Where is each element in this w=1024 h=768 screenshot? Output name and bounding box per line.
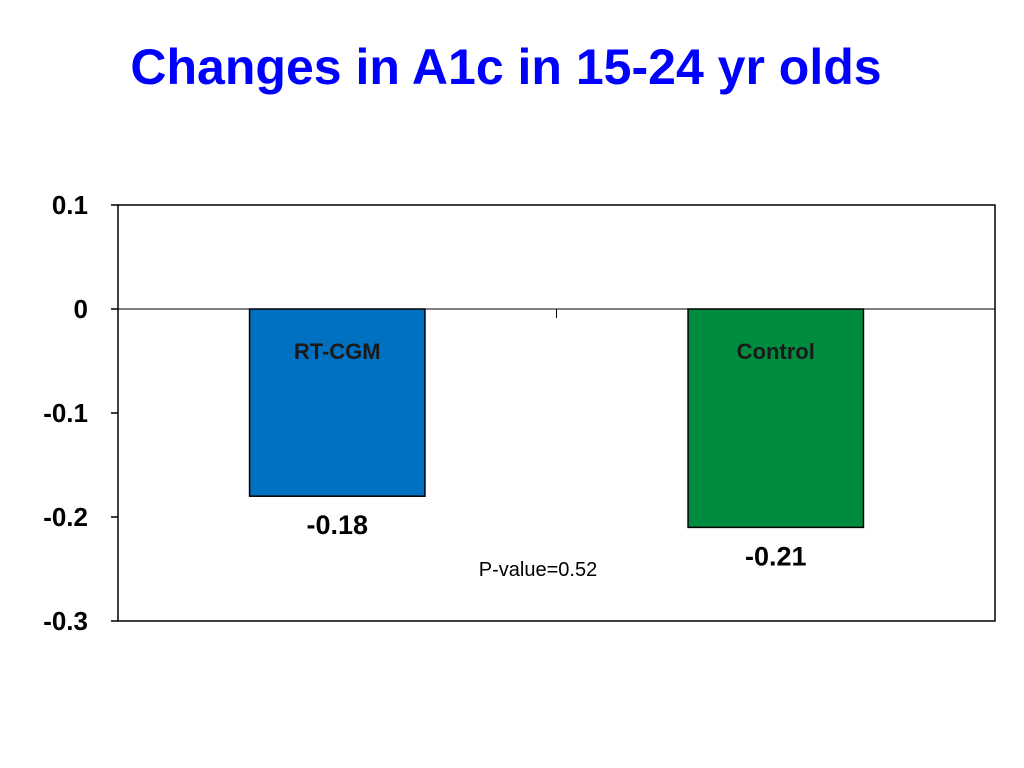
bar-control bbox=[687, 308, 865, 529]
y-axis-labels: 0.1 0 -0.1 -0.2 -0.3 bbox=[43, 190, 88, 636]
y-tick-label: -0.1 bbox=[43, 398, 88, 428]
p-value-annotation: P-value=0.52 bbox=[479, 559, 597, 581]
y-tick-label: 0.1 bbox=[52, 190, 88, 220]
bar-category-labels: RT-CGM Control bbox=[294, 339, 815, 364]
slide-title: Changes in A1c in 15-24 yr olds bbox=[130, 39, 882, 95]
y-tick-label: 0 bbox=[74, 294, 88, 324]
y-axis-ticks bbox=[111, 204, 118, 622]
bar-rt-cgm bbox=[248, 308, 426, 497]
bar-value-label: -0.21 bbox=[745, 541, 807, 571]
bar-value-label: -0.18 bbox=[306, 510, 368, 540]
bars bbox=[248, 308, 865, 529]
bar-value-labels: -0.18 -0.21 bbox=[306, 510, 806, 571]
y-tick-label: -0.2 bbox=[43, 502, 88, 532]
bar-category-label: RT-CGM bbox=[294, 339, 381, 364]
bar-category-label: Control bbox=[737, 339, 815, 364]
y-tick-label: -0.3 bbox=[43, 606, 88, 636]
